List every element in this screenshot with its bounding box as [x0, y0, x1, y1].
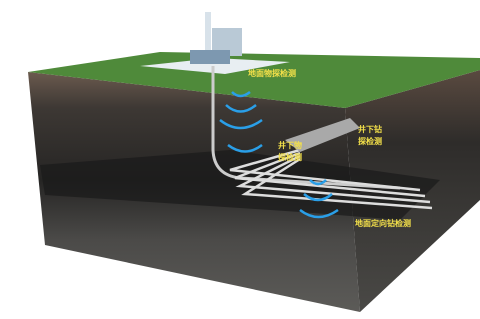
label: 地面物探检测 [248, 68, 296, 78]
label: 探检测 [358, 136, 382, 146]
label: 探检测 [278, 152, 302, 162]
label: 井下钻 [358, 124, 382, 134]
page: 地面物探检测 井下物 探检测 井下钻 探检测 地面定向钻检测 (() => { … [0, 0, 480, 319]
label: 地面定向钻检测 [355, 218, 411, 228]
equipment [190, 50, 230, 64]
mine-diagram: 地面物探检测 井下物 探检测 井下钻 探检测 地面定向钻检测 [0, 0, 480, 319]
label: 井下物 [278, 140, 302, 150]
